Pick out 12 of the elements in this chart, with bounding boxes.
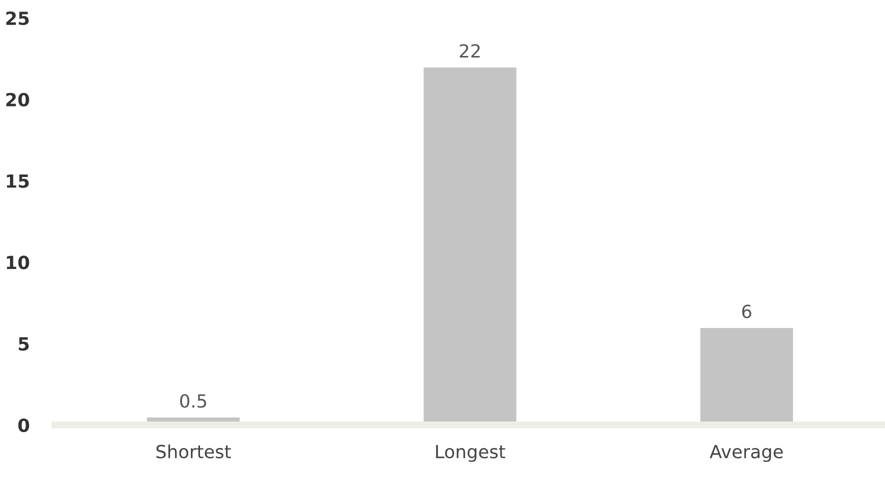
data-label: 22: [460, 44, 480, 58]
y-tick-label: 20: [6, 92, 30, 107]
x-tick-label: Average: [710, 445, 783, 462]
x-tick-label: Longest: [436, 445, 506, 462]
y-tick-label: 10: [6, 256, 30, 270]
data-label: 0.5: [180, 394, 206, 408]
y-tick-label: 0: [18, 418, 30, 432]
data-label: 6: [742, 304, 752, 318]
y-tick-label: 5: [18, 337, 29, 351]
y-tick-label: 25: [6, 11, 29, 26]
y-tick-label: 15: [6, 174, 29, 188]
x-tick-label: Shortest: [156, 444, 231, 458]
